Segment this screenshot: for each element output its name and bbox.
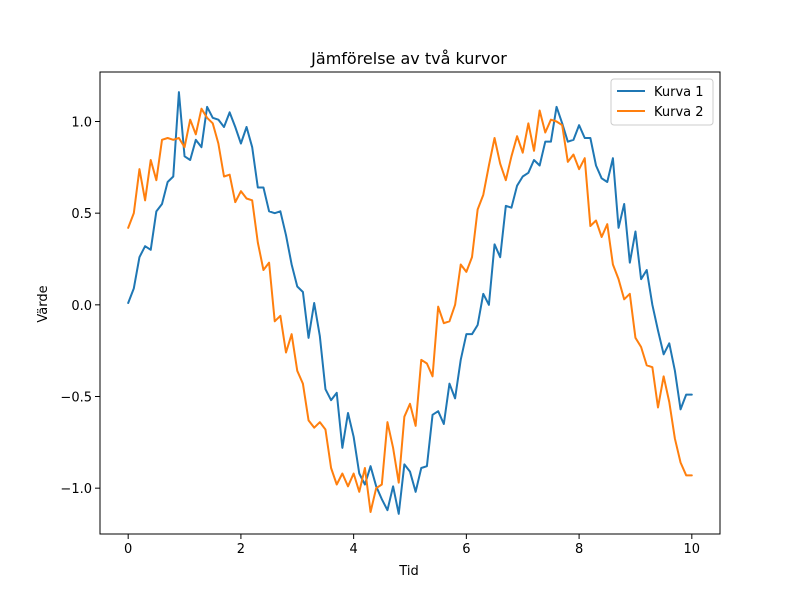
x-tick-label: 2 [237, 542, 245, 557]
x-tick-label: 4 [349, 542, 357, 557]
x-tick-label: 0 [124, 542, 132, 557]
legend: Kurva 1 Kurva 2 [610, 78, 714, 126]
y-tick-label: 0.5 [71, 207, 92, 222]
y-tick-label: 0.0 [71, 299, 92, 314]
legend-label: Kurva 1 [654, 85, 704, 100]
series-line-kurva-1 [127, 91, 693, 515]
series-group [127, 91, 693, 515]
y-tick-label: 1.0 [71, 116, 92, 131]
series-line-kurva-2 [127, 107, 693, 513]
y-tick-label: −0.5 [60, 391, 92, 406]
x-tick-label: 6 [462, 542, 470, 557]
chart-title: Jämförelse av två kurvor [310, 49, 507, 68]
y-axis-label: Värde [36, 285, 51, 322]
y-tick-label: −1.0 [60, 482, 92, 497]
x-tick-label: 10 [684, 542, 701, 557]
plot-frame [99, 71, 721, 535]
y-axis: −1.0 −0.5 0.0 0.5 1.0 [60, 116, 100, 497]
x-axis-label: Tid [398, 564, 418, 579]
x-tick-label: 8 [575, 542, 583, 557]
legend-label: Kurva 2 [654, 105, 704, 120]
x-axis: 0 2 4 6 8 10 [124, 534, 700, 557]
